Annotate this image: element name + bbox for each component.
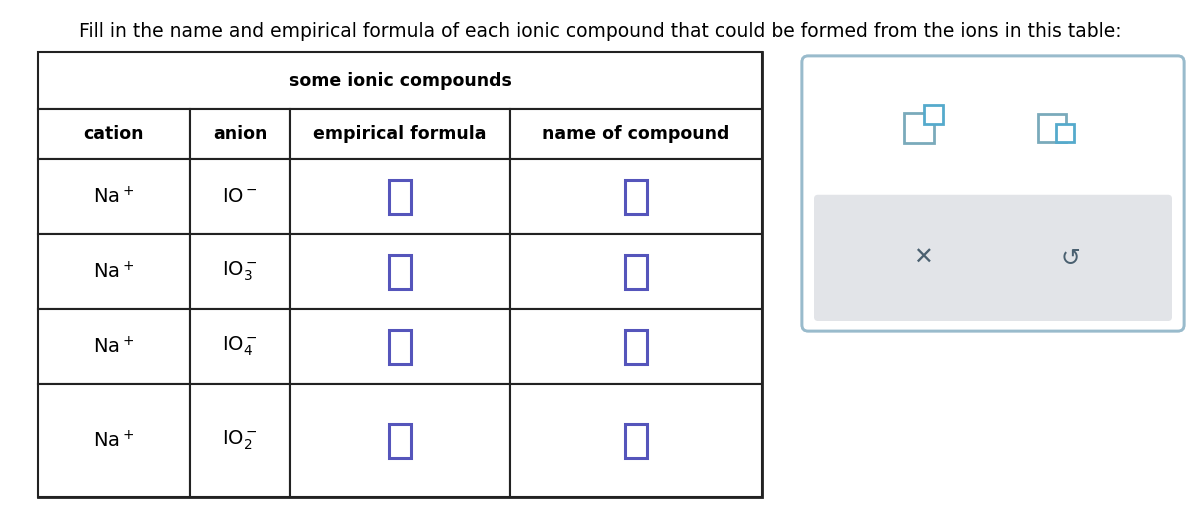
Text: ✕: ✕	[913, 246, 932, 270]
Bar	[290, 309, 510, 384]
Bar	[38, 234, 190, 309]
Text: IO$_3^-$: IO$_3^-$	[222, 260, 258, 283]
Bar	[290, 384, 510, 497]
Bar	[510, 109, 762, 159]
Text: name of compound: name of compound	[542, 125, 730, 143]
Bar	[389, 330, 410, 364]
Text: Fill in the name and empirical formula of each ionic compound that could be form: Fill in the name and empirical formula o…	[79, 22, 1121, 41]
Bar	[190, 234, 290, 309]
Text: cation: cation	[84, 125, 144, 143]
Text: anion: anion	[212, 125, 268, 143]
Text: empirical formula: empirical formula	[313, 125, 487, 143]
Bar	[389, 179, 410, 213]
Bar	[38, 384, 190, 497]
Text: Na$^+$: Na$^+$	[94, 430, 134, 451]
Text: Na$^+$: Na$^+$	[94, 186, 134, 207]
Bar	[510, 234, 762, 309]
Bar	[625, 330, 647, 364]
Bar	[38, 159, 190, 234]
FancyBboxPatch shape	[802, 56, 1184, 331]
Bar	[38, 109, 190, 159]
Bar	[1038, 114, 1067, 142]
Bar	[290, 109, 510, 159]
Bar	[510, 384, 762, 497]
FancyBboxPatch shape	[814, 195, 1172, 321]
Text: ↺: ↺	[1060, 246, 1080, 270]
Bar	[510, 309, 762, 384]
Bar	[625, 179, 647, 213]
Text: Na$^+$: Na$^+$	[94, 336, 134, 357]
Bar	[190, 309, 290, 384]
Bar	[1056, 124, 1074, 142]
Bar	[190, 384, 290, 497]
Bar	[38, 52, 762, 109]
Bar	[924, 105, 942, 124]
Bar	[190, 159, 290, 234]
Bar	[625, 424, 647, 458]
Bar	[389, 255, 410, 289]
Text: IO$_4^-$: IO$_4^-$	[222, 335, 258, 358]
Text: IO$^-$: IO$^-$	[222, 187, 258, 206]
Bar	[38, 309, 190, 384]
Bar	[38, 52, 762, 497]
Bar	[290, 159, 510, 234]
Bar	[625, 255, 647, 289]
Text: some ionic compounds: some ionic compounds	[288, 72, 511, 89]
Bar	[190, 109, 290, 159]
Bar	[389, 424, 410, 458]
Bar	[290, 234, 510, 309]
Bar	[510, 159, 762, 234]
Bar	[904, 113, 934, 143]
Text: Na$^+$: Na$^+$	[94, 261, 134, 282]
Text: IO$_2^-$: IO$_2^-$	[222, 429, 258, 452]
